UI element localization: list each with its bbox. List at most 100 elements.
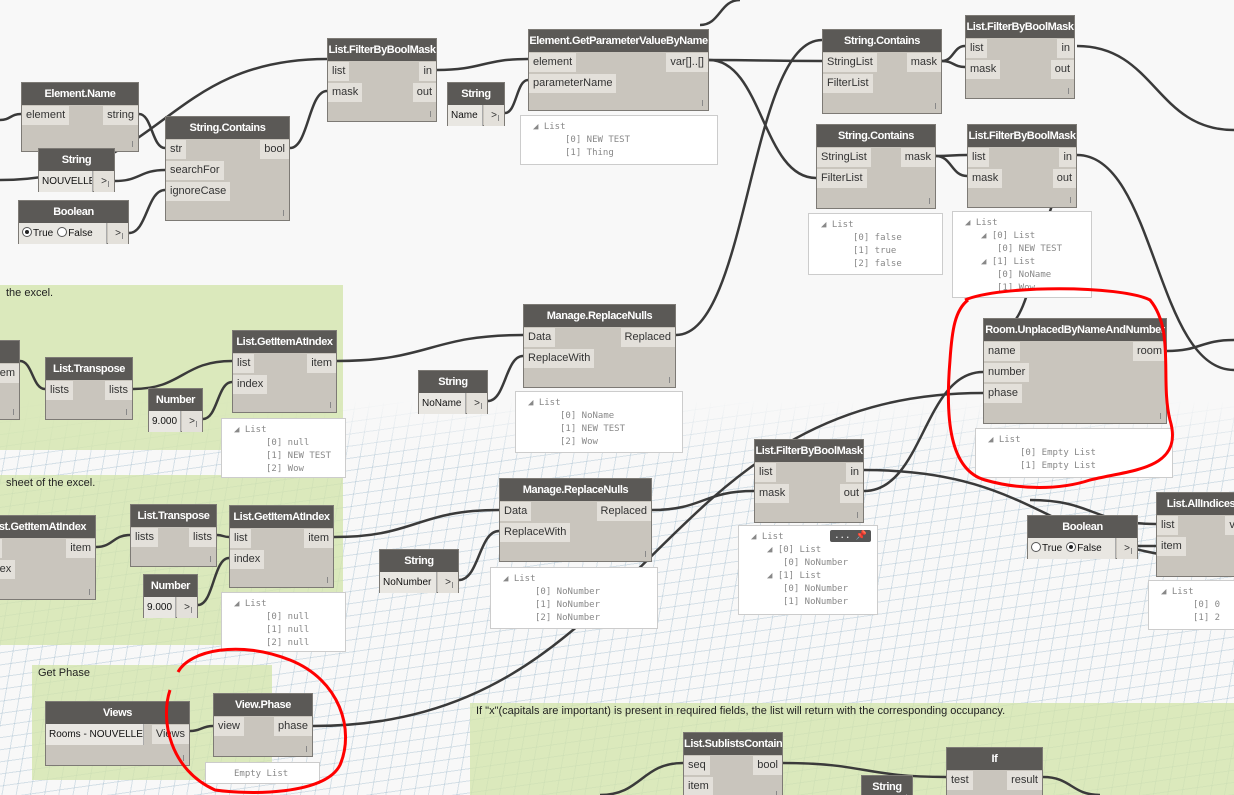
connector-wire[interactable]	[0, 112, 22, 122]
node-title[interactable]: String	[39, 149, 114, 171]
input-port-list[interactable]: list	[966, 39, 988, 58]
node-title[interactable]: Boolean	[19, 201, 128, 223]
output-port-lists[interactable]: lists	[189, 528, 216, 547]
input-port-stringlist[interactable]: StringList	[817, 148, 871, 167]
radio-true[interactable]: True	[1031, 538, 1062, 559]
output-arrow[interactable]: >	[182, 411, 202, 432]
output-port-in[interactable]: in	[846, 463, 863, 482]
radio-icon[interactable]	[1066, 542, 1077, 552]
node-title[interactable]: String.Contains	[166, 117, 289, 139]
resize-grip[interactable]	[330, 402, 331, 408]
connector-wire[interactable]	[19, 359, 46, 391]
connector-wire[interactable]	[599, 761, 684, 795]
resize-grip[interactable]	[210, 556, 211, 562]
input-port-test[interactable]: test	[947, 771, 973, 790]
node-transpose2[interactable]: List.Transpose lists lists	[130, 504, 217, 567]
input-port-list[interactable]: list	[0, 539, 3, 558]
node-get-item1[interactable]: List.GetItemAtIndex list index item	[232, 330, 337, 413]
output-arrow[interactable]: >	[1117, 538, 1137, 559]
output-port-replaced[interactable]: Replaced	[596, 502, 651, 521]
connector-wire[interactable]	[1076, 153, 1234, 372]
node-str-no-name[interactable]: String NoName >	[418, 370, 488, 414]
resize-grip[interactable]	[498, 115, 499, 121]
input-port-name[interactable]: name	[984, 342, 1020, 361]
radio-false[interactable]: False	[57, 223, 93, 244]
connector-wire[interactable]	[189, 724, 214, 733]
input-port-list[interactable]: list	[230, 529, 252, 548]
output-port-item[interactable]: item	[307, 354, 336, 373]
input-port-list[interactable]: list	[328, 62, 350, 81]
boolean-toggle[interactable]: True False	[1028, 538, 1116, 559]
input-port-filterlist[interactable]: FilterList	[817, 169, 867, 188]
input-port-str[interactable]: str	[166, 140, 187, 159]
output-arrow[interactable]: >	[438, 572, 458, 593]
node-filter1[interactable]: List.FilterByBoolMask list mask in out	[327, 38, 437, 122]
input-port-data[interactable]: Data	[524, 328, 556, 347]
node-number1[interactable]: Number 9.000 >	[148, 388, 203, 432]
input-port-replacewith[interactable]: ReplaceWith	[524, 349, 595, 368]
output-port-in[interactable]: in	[1059, 148, 1076, 167]
views-dropdown[interactable]: Rooms - NOUVELLE ⌄	[46, 724, 144, 745]
resize-grip[interactable]	[327, 577, 328, 583]
output-arrow[interactable]: >	[484, 105, 504, 126]
resize-grip[interactable]	[645, 551, 646, 557]
node-str-no-number[interactable]: String NoNumber >	[379, 549, 459, 593]
input-port-seq[interactable]: seq	[684, 756, 710, 775]
input-port-view[interactable]: view	[214, 717, 245, 736]
connector-wire[interactable]	[95, 533, 131, 549]
node-title[interactable]: Element.Name	[22, 83, 138, 105]
connector-wire[interactable]	[436, 57, 529, 72]
input-port-index[interactable]: index	[230, 550, 265, 569]
input-port-list[interactable]: list	[968, 148, 990, 167]
input-port-number[interactable]: number	[984, 363, 1030, 382]
node-title[interactable]: dex	[0, 341, 19, 363]
input-port-stringlist[interactable]: StringList	[823, 53, 877, 72]
node-bool1[interactable]: Boolean > True False	[18, 200, 129, 244]
resize-grip[interactable]	[283, 210, 284, 216]
connector-wire[interactable]	[782, 761, 947, 779]
output-port-mask[interactable]: mask	[900, 148, 935, 167]
resize-grip[interactable]	[13, 409, 14, 415]
node-title[interactable]: List.FilterByBoolMask	[966, 16, 1074, 38]
node-filter2[interactable]: List.FilterByBoolMask list mask in out	[965, 15, 1075, 99]
radio-icon[interactable]	[1031, 542, 1041, 552]
connector-wire[interactable]	[935, 154, 968, 178]
node-replace-nulls1[interactable]: Manage.ReplaceNulls Data ReplaceWith Replac…	[523, 304, 676, 388]
output-port-lists[interactable]: lists	[105, 381, 132, 400]
value-input[interactable]: 9.000	[144, 597, 176, 618]
node-element-name[interactable]: Element.Name element string	[21, 82, 139, 152]
input-port-list[interactable]: list	[755, 463, 777, 482]
connector-wire[interactable]	[114, 168, 166, 183]
node-str-bottom[interactable]: String	[861, 775, 913, 795]
resize-grip[interactable]	[183, 755, 184, 761]
node-transpose1[interactable]: List.Transpose lists lists	[45, 357, 133, 420]
node-title[interactable]: String	[419, 371, 487, 393]
output-port-bool[interactable]: bool	[753, 756, 782, 775]
connector-wire[interactable]	[1076, 44, 1234, 132]
resize-grip[interactable]	[196, 421, 197, 427]
node-title[interactable]: String	[448, 83, 504, 105]
connector-wire[interactable]	[941, 59, 966, 69]
node-title[interactable]: String	[380, 550, 458, 572]
connector-wire[interactable]	[651, 489, 755, 512]
resize-grip[interactable]	[191, 607, 192, 613]
node-title[interactable]: List.GetItemAtIndex	[230, 506, 333, 528]
resize-grip[interactable]	[306, 746, 307, 752]
node-str-contains1[interactable]: String.Contains str searchFor ignoreCase boo…	[165, 116, 290, 221]
input-port-ignorecase[interactable]: ignoreCase	[166, 182, 231, 201]
input-port-searchfor[interactable]: searchFor	[166, 161, 224, 180]
connector-wire[interactable]	[504, 78, 529, 115]
input-port-item[interactable]: item	[1157, 537, 1186, 556]
input-port-mask[interactable]: mask	[755, 484, 790, 503]
connector-wire[interactable]	[197, 556, 230, 607]
resize-grip[interactable]	[702, 100, 703, 106]
input-port-filterlist[interactable]: FilterList	[823, 74, 873, 93]
output-arrow[interactable]: >	[177, 597, 197, 618]
resize-grip[interactable]	[452, 582, 453, 588]
resize-grip[interactable]	[122, 233, 123, 239]
radio-false[interactable]: False	[1066, 538, 1102, 559]
node-title[interactable]: List.FilterByBoolMask	[328, 39, 436, 61]
node-replace-nulls2[interactable]: Manage.ReplaceNulls Data ReplaceWith Replac…	[499, 478, 652, 562]
output-port-bool[interactable]: bool	[260, 140, 289, 159]
